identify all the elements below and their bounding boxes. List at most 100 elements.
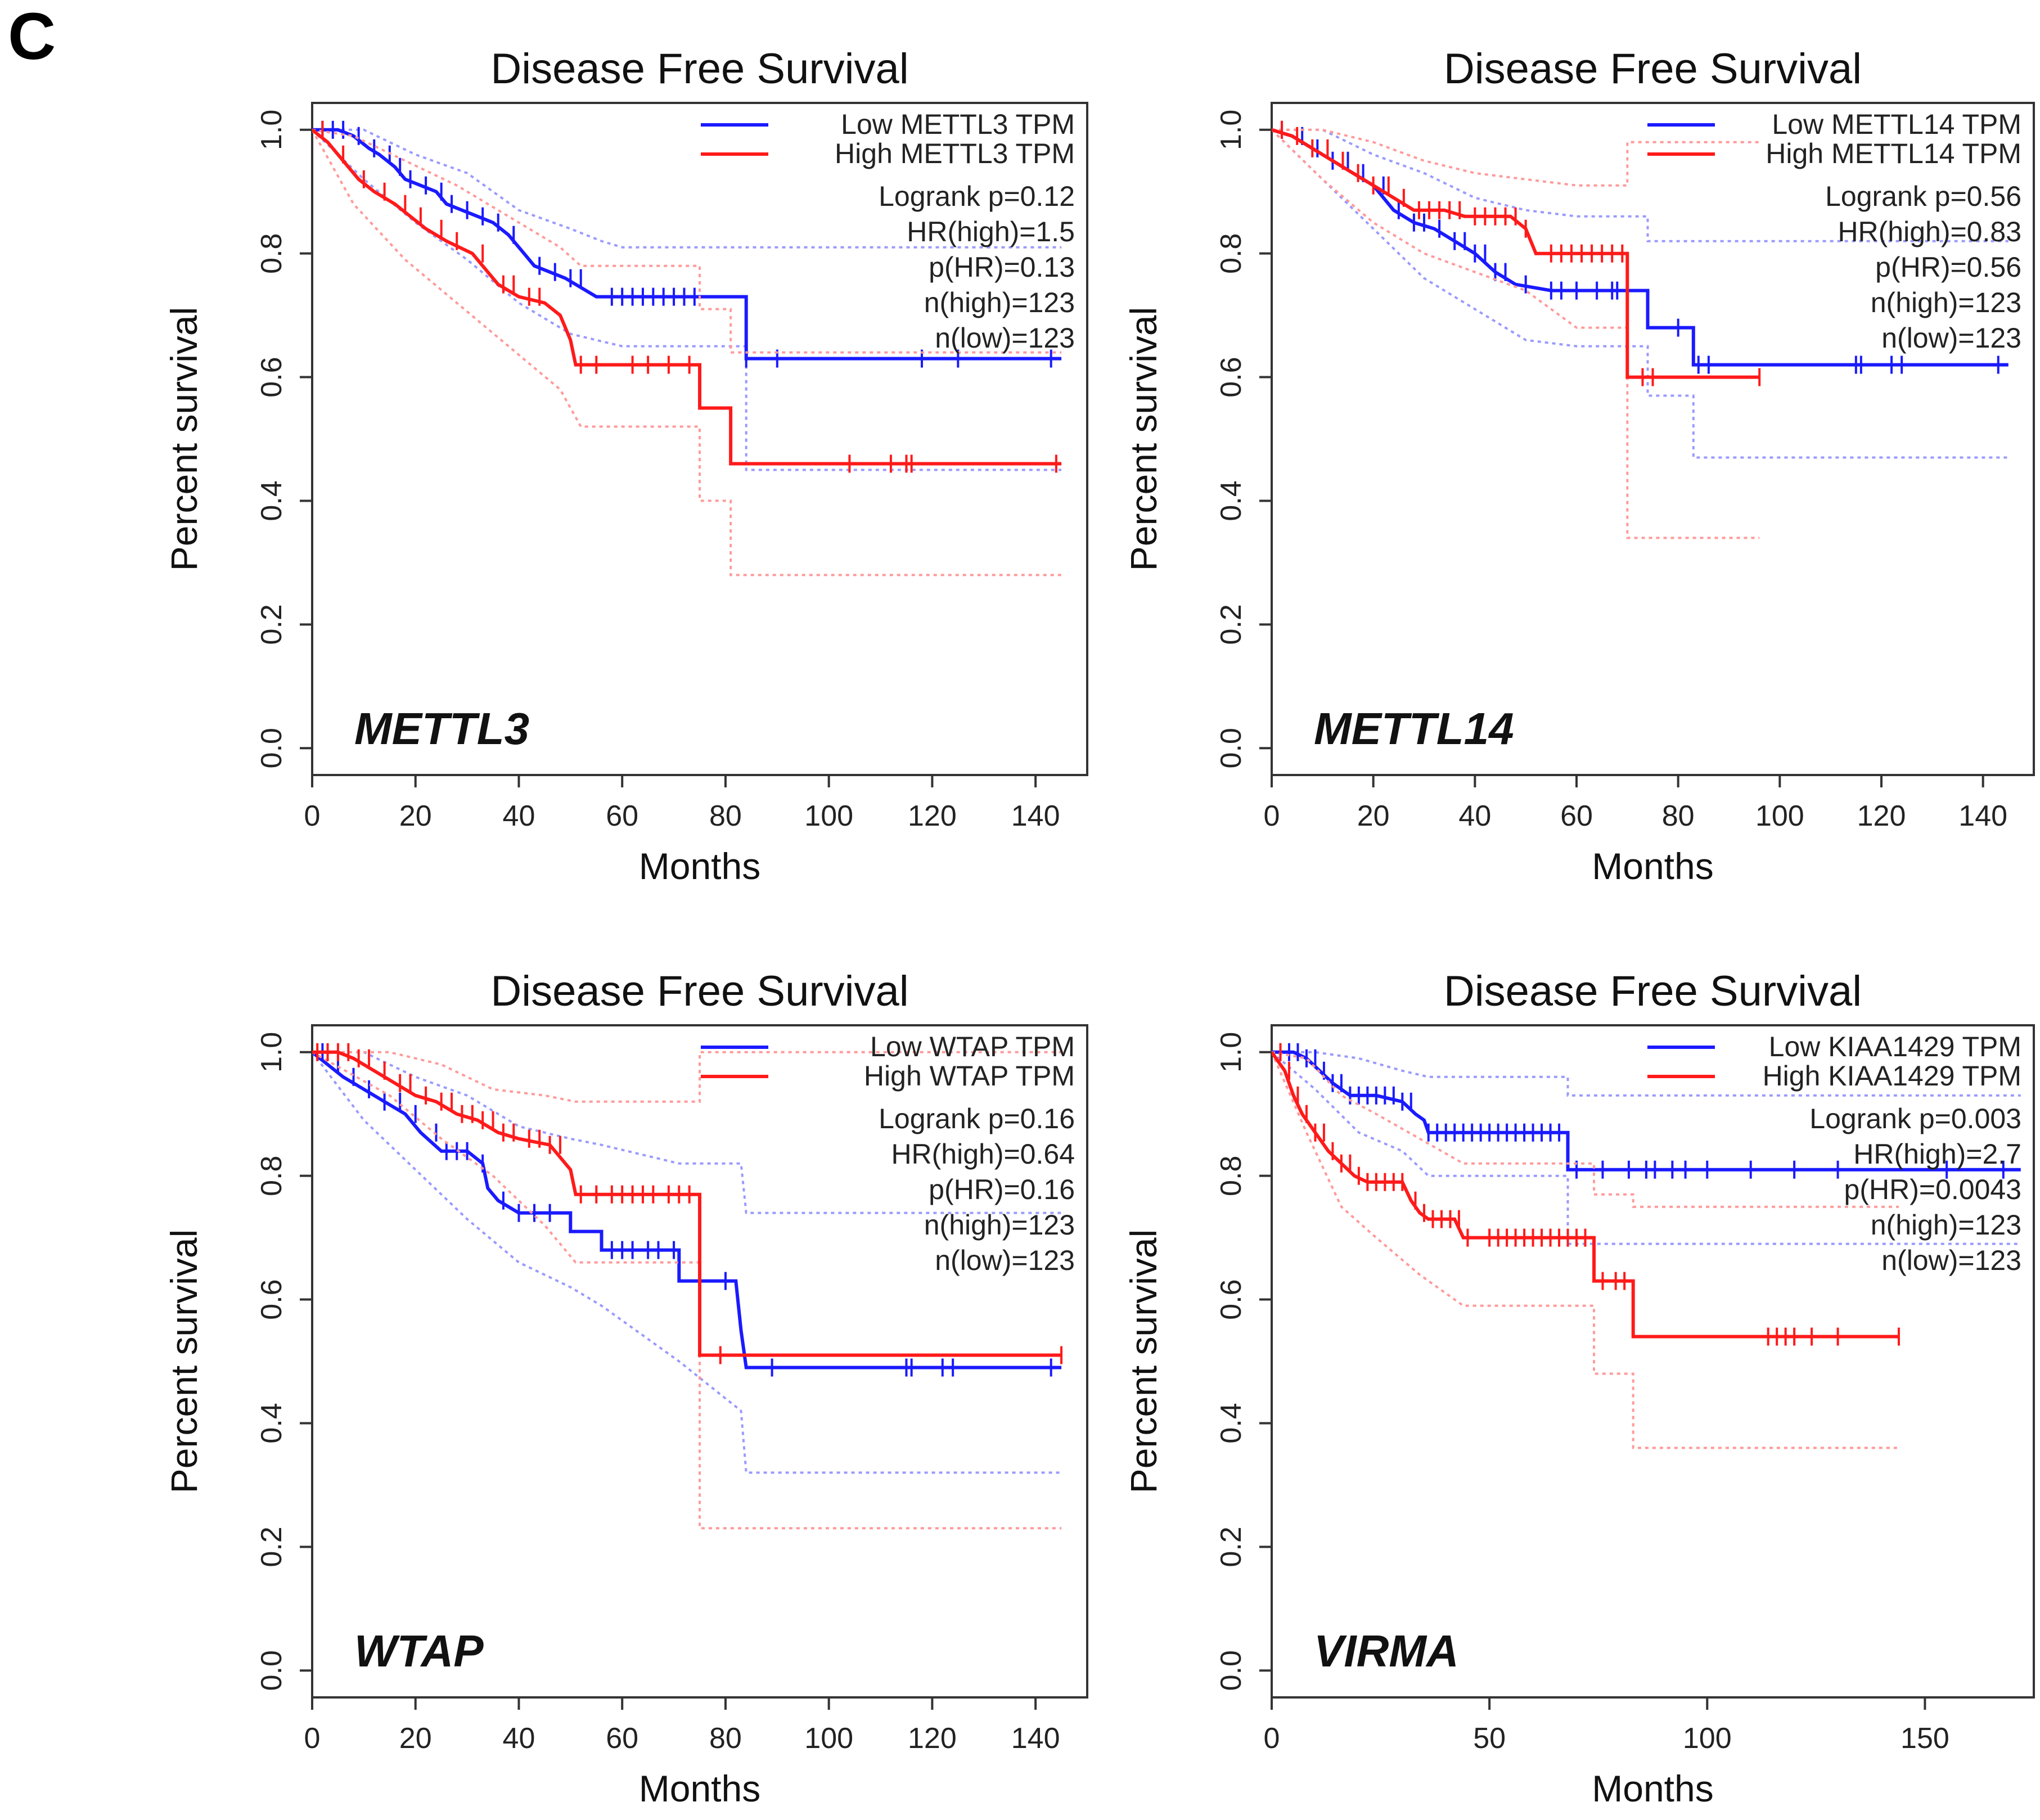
stat-line: HR(high)=1.5 [907, 216, 1075, 247]
stat-line: n(low)=123 [1881, 1245, 2021, 1276]
legend-label: Low KIAA1429 TPM [1769, 1031, 2021, 1062]
series-group [1272, 1043, 2021, 1449]
legend-label: Low METTL14 TPM [1772, 109, 2021, 140]
stat-line: n(high)=123 [1871, 287, 2021, 318]
y-tick-label: 0.6 [1215, 1279, 1248, 1319]
y-tick-label: 0.0 [1215, 1650, 1248, 1691]
x-tick-label: 40 [1458, 800, 1491, 832]
y-axis-label: Percent survival [163, 307, 205, 571]
y-tick-label: 0.0 [255, 1650, 288, 1691]
x-tick-label: 120 [908, 800, 957, 832]
x-axis-label: Months [1592, 1768, 1713, 1809]
y-tick-label: 0.4 [255, 480, 288, 521]
x-tick-label: 60 [606, 800, 638, 832]
legend-label: Low METTL3 TPM [841, 109, 1075, 140]
ci-lower-low [312, 1051, 1062, 1474]
series-group [312, 1043, 1063, 1530]
stat-line: n(high)=123 [924, 287, 1075, 318]
legend-label: High METTL3 TPM [835, 138, 1075, 169]
stat-line: Logrank p=0.12 [879, 181, 1075, 212]
ci-lower-high [1272, 1052, 1899, 1449]
km-plot-virma: Disease Free Survival 0.0 0.2 0.4 0.6 0.8 1.0 0… [1020, 922, 2040, 1817]
x-tick-label: 100 [804, 1722, 853, 1755]
stat-line: n(low)=123 [935, 322, 1075, 354]
stat-line: p(HR)=0.16 [929, 1174, 1075, 1205]
x-axis-label: Months [639, 845, 760, 887]
y-tick-label: 0.0 [1215, 728, 1248, 768]
gene-label: METTL3 [354, 704, 529, 754]
km-plot-svg: Disease Free Survival 0.0 0.2 0.4 0.6 0.8 1.0 0… [163, 967, 1088, 1809]
km-plot-svg: Disease Free Survival 0.0 0.2 0.4 0.6 0.8 1.0 0… [163, 45, 1088, 887]
survival-curve-high [312, 128, 1062, 466]
survival-curve-high [1272, 128, 1760, 379]
series-group [1272, 120, 2009, 539]
stat-line: n(low)=123 [1881, 322, 2021, 354]
legend-label: High WTAP TPM [864, 1060, 1075, 1092]
stat-line: p(HR)=0.0043 [1844, 1174, 2021, 1205]
x-tick-label: 0 [304, 800, 321, 832]
ci-lower-high [312, 129, 1062, 576]
x-tick-label: 0 [304, 1722, 321, 1755]
y-tick-label: 0.2 [255, 1526, 288, 1567]
plot-frame [1271, 1024, 2035, 1699]
survival-curve-low [312, 128, 1062, 361]
x-tick-label: 150 [1901, 1722, 1949, 1755]
x-tick-label: 100 [1683, 1722, 1732, 1755]
x-tick-label: 80 [709, 800, 742, 832]
km-plot-mettl3: Disease Free Survival 0.0 0.2 0.4 0.6 0.8 1.0 0… [0, 0, 1088, 911]
stat-line: n(high)=123 [924, 1209, 1075, 1241]
stat-line: n(low)=123 [935, 1245, 1075, 1276]
x-tick-label: 20 [399, 1722, 432, 1755]
y-tick-label: 0.8 [1215, 233, 1248, 274]
y-tick-label: 0.8 [1215, 1156, 1248, 1196]
x-tick-label: 120 [1857, 800, 1906, 832]
stat-line: HR(high)=0.64 [891, 1138, 1075, 1170]
y-tick-label: 0.6 [255, 357, 288, 397]
y-tick-label: 1.0 [255, 1032, 288, 1073]
plot-frame [311, 102, 1088, 776]
chart-title: Disease Free Survival [490, 45, 908, 93]
y-tick-label: 0.0 [255, 728, 288, 768]
x-tick-label: 40 [503, 800, 535, 832]
km-plot-svg: Disease Free Survival 0.0 0.2 0.4 0.6 0.8 1.0 0… [1123, 967, 2035, 1809]
x-axis-label: Months [1592, 845, 1713, 887]
plot-frame [1271, 102, 2035, 776]
y-tick-label: 0.4 [1215, 480, 1248, 521]
gene-label: VIRMA [1314, 1626, 1459, 1676]
x-tick-label: 0 [1264, 1722, 1280, 1755]
survival-curve-low [312, 1051, 1062, 1369]
x-axis-label: Months [639, 1768, 760, 1809]
y-axis-label: Percent survival [1123, 307, 1164, 571]
y-tick-label: 0.6 [255, 1279, 288, 1319]
stat-line: p(HR)=0.56 [1875, 251, 2021, 283]
ci-upper-low [312, 1051, 1062, 1214]
ci-upper-low [1272, 1051, 2021, 1097]
stat-line: n(high)=123 [1871, 1209, 2021, 1241]
series-group [312, 120, 1062, 576]
ci-upper-high [312, 1051, 1062, 1103]
x-tick-label: 140 [1011, 1722, 1060, 1755]
y-tick-label: 0.4 [255, 1403, 288, 1443]
y-tick-label: 1.0 [1215, 110, 1248, 150]
legend-label: Low WTAP TPM [870, 1031, 1075, 1062]
ci-lower-high [312, 1051, 1062, 1530]
y-tick-label: 0.2 [1215, 1526, 1248, 1567]
gene-label: WTAP [354, 1626, 484, 1676]
legend-label: High METTL14 TPM [1766, 138, 2021, 169]
x-tick-label: 120 [908, 1722, 957, 1755]
x-tick-label: 100 [1755, 800, 1804, 832]
y-tick-label: 0.2 [1215, 604, 1248, 645]
ci-upper-low [1272, 128, 2009, 242]
x-tick-label: 50 [1473, 1722, 1506, 1755]
gene-label: METTL14 [1314, 704, 1514, 754]
x-tick-label: 20 [399, 800, 432, 832]
stat-line: HR(high)=2.7 [1853, 1138, 2021, 1170]
km-plot-wtap: Disease Free Survival 0.0 0.2 0.4 0.6 0.8 1.0 0… [0, 922, 1088, 1817]
x-tick-label: 60 [1560, 800, 1593, 832]
stat-line: HR(high)=0.83 [1838, 216, 2021, 247]
plot-frame [311, 1024, 1088, 1699]
y-tick-label: 1.0 [1215, 1032, 1248, 1073]
y-tick-label: 0.8 [255, 1156, 288, 1196]
survival-curve-high [312, 1050, 1062, 1357]
x-tick-label: 20 [1357, 800, 1390, 832]
